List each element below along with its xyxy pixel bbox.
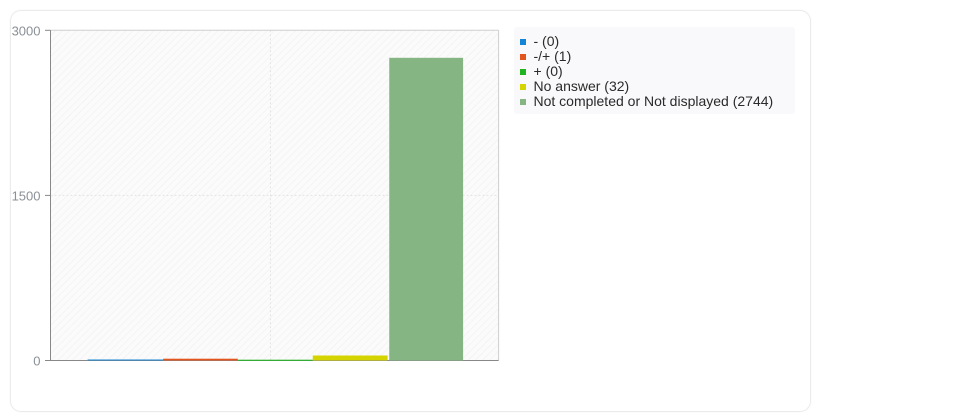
svg-text:0: 0 (33, 354, 40, 369)
svg-text:3000: 3000 (12, 23, 41, 38)
svg-text:1500: 1500 (12, 188, 41, 203)
